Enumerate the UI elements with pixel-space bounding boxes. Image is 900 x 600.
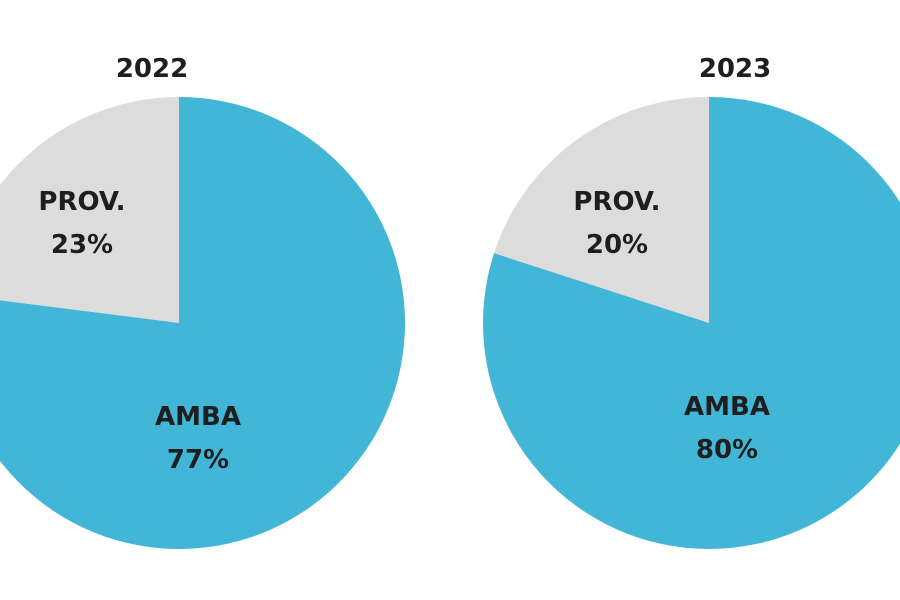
slice-value-label: 77% <box>167 445 229 475</box>
pie-slice-prov-2022 <box>0 97 179 323</box>
slice-label: AMBA <box>684 392 770 422</box>
slice-value-label: 23% <box>51 230 113 260</box>
slice-value-label: 80% <box>696 435 758 465</box>
pie-slice-prov-2023 <box>494 97 709 323</box>
pie-slice-amba-2022 <box>0 97 405 549</box>
chart-title: 2023 <box>699 54 771 84</box>
chart-title: 2022 <box>116 54 188 84</box>
slice-value-label: 20% <box>586 230 648 260</box>
slice-label: PROV. <box>573 187 660 217</box>
slice-label: PROV. <box>38 187 125 217</box>
pie-slice-amba-2023 <box>483 97 900 549</box>
slice-label: AMBA <box>155 402 241 432</box>
